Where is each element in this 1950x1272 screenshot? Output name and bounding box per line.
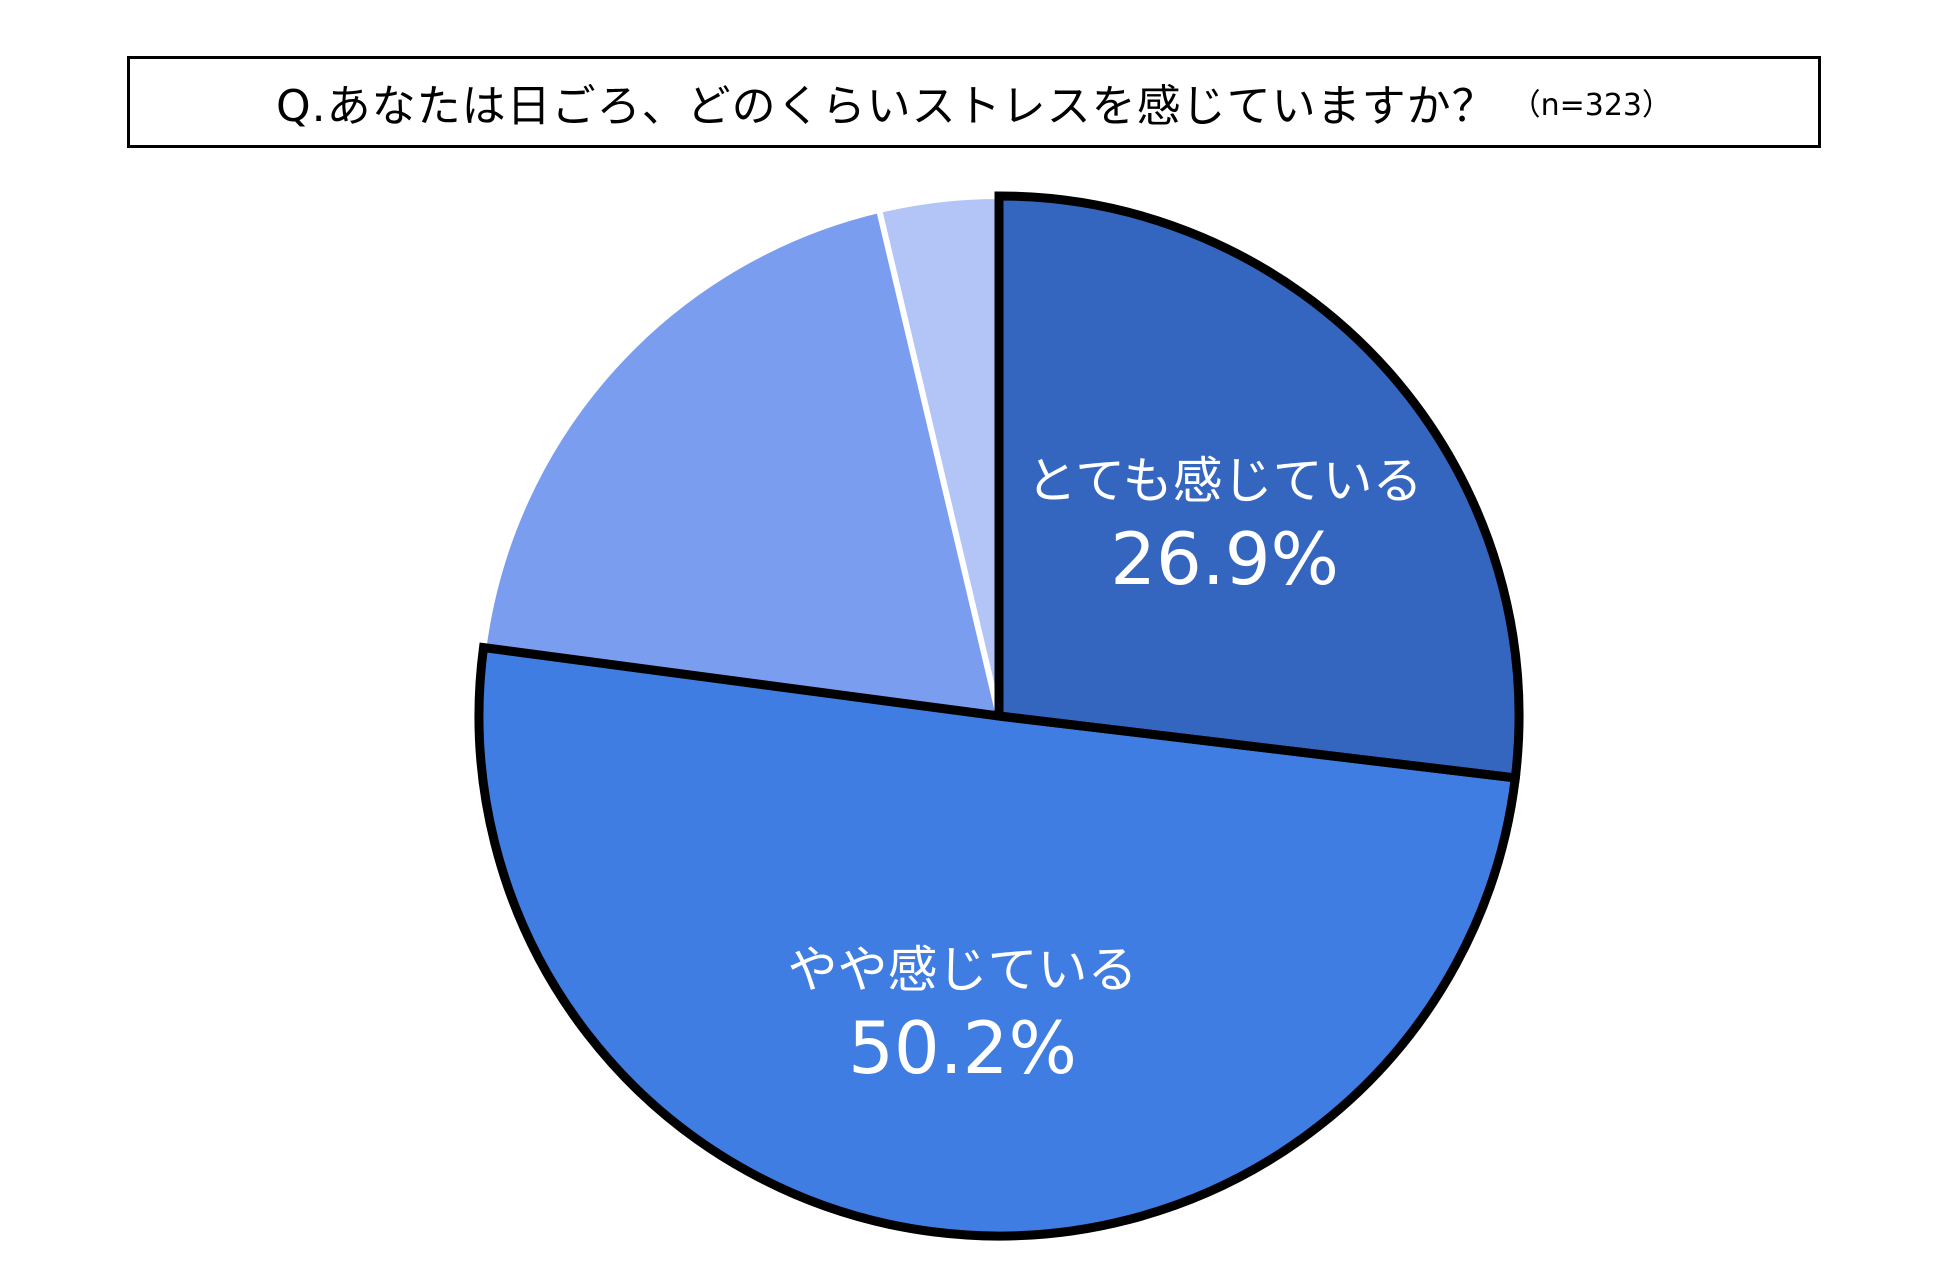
chart-title: Q.あなたは日ごろ、どのくらいストレスを感じていますか？ bbox=[275, 81, 1497, 132]
chart-title-box: Q.あなたは日ごろ、どのくらいストレスを感じていますか？ （n=323） bbox=[127, 56, 1821, 148]
slice-value-label-1: 50.2% bbox=[848, 1006, 1077, 1090]
sample-size: （n=323） bbox=[1510, 88, 1673, 123]
pie-labels: とても感じている 26.9% やや感じている 50.2% bbox=[788, 452, 1423, 1090]
pie-slice-2 bbox=[480, 206, 1002, 719]
pie-slices bbox=[476, 193, 1522, 1239]
slice-value-label-0: 26.9% bbox=[1110, 517, 1339, 601]
pie-slice-outline-1 bbox=[474, 642, 1521, 1241]
slice-label-0: とても感じている bbox=[1027, 452, 1423, 510]
pie-emphasis-outlines bbox=[474, 191, 1524, 1241]
pie-slice-outline-0 bbox=[994, 191, 1524, 783]
slice-label-1: やや感じている bbox=[788, 941, 1138, 999]
